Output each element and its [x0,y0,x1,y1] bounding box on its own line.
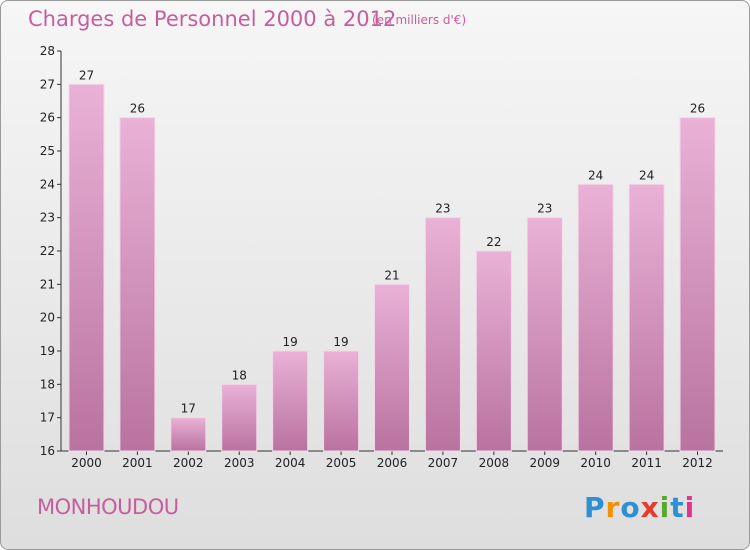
logo-letter: x [640,491,660,524]
data-label: 24 [588,168,603,182]
x-tick-label: 2006 [377,456,408,470]
logo-letter: P [584,491,606,524]
x-tick-label: 2005 [326,456,357,470]
y-tick-label: 27 [40,77,55,91]
logo-letter: i [684,491,696,524]
y-tick-label: 24 [40,177,55,191]
bar [526,217,563,452]
data-label: 27 [79,68,94,82]
data-label: 19 [283,335,298,349]
bar [272,350,309,452]
x-tick-label: 2008 [479,456,510,470]
chart-axes: 16 17 18 19 20 21 22 23 24 25 26 27 28 [40,44,723,458]
x-tick-label: 2009 [529,456,560,470]
data-label: 26 [690,102,705,116]
bar [424,217,461,452]
x-tick-label: 2010 [580,456,611,470]
data-label: 21 [384,268,399,282]
y-tick-label: 28 [40,44,55,58]
y-tick-label: 22 [40,244,55,258]
bar [475,250,512,452]
chart-labels: 2000 27 2001 26 2002 17 2003 18 2004 19 2005 19 2006… [71,68,713,470]
proxiti-logo: Proxiti [584,491,695,524]
data-label: 26 [130,102,145,116]
chart-bars [68,83,716,452]
bar [68,83,105,452]
bar [170,417,207,452]
x-tick-label: 2011 [631,456,662,470]
bar [679,117,716,452]
commune-name: MONHOUDOU [37,495,179,519]
bar [119,117,156,452]
y-tick-label: 26 [40,111,55,125]
data-label: 19 [333,335,348,349]
y-tick-label: 19 [40,344,55,358]
y-tick-label: 21 [40,277,55,291]
y-tick-label: 17 [40,411,55,425]
logo-letter: r [605,491,621,524]
x-tick-label: 2002 [173,456,204,470]
logo-letter: t [670,491,685,524]
y-tick-label: 23 [40,211,55,225]
chart-title: Charges de Personnel 2000 à 2012 [28,7,397,31]
x-tick-label: 2003 [224,456,255,470]
x-tick-label: 2000 [71,456,102,470]
bar [628,183,665,452]
logo-letter: i [659,491,671,524]
y-tick-label: 20 [40,311,55,325]
x-tick-label: 2012 [682,456,713,470]
y-tick-label: 18 [40,377,55,391]
data-label: 24 [639,168,654,182]
data-label: 23 [537,202,552,216]
y-tick-label: 25 [40,144,55,158]
bar [374,283,410,452]
y-tick-label: 16 [40,444,55,458]
data-label: 23 [435,202,450,216]
logo-letter: o [620,491,641,524]
data-label: 17 [181,402,196,416]
x-tick-label: 2001 [122,456,153,470]
data-label: 22 [486,235,501,249]
chart-subtitle: (en milliers d'€) [372,13,467,27]
bar [577,183,614,452]
bar [323,350,360,452]
x-tick-label: 2007 [428,456,459,470]
data-label: 18 [232,368,247,382]
bar [221,383,258,452]
x-tick-label: 2004 [275,456,306,470]
